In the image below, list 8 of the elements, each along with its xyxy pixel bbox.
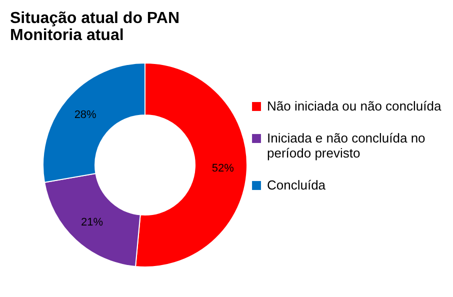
chart-subtitle: Monitoria atual <box>10 27 124 44</box>
data-label: 52% <box>212 162 234 175</box>
legend-label: Concluída <box>267 178 326 192</box>
data-label: 21% <box>81 216 104 228</box>
data-label: 28% <box>74 108 97 121</box>
legend-label: Não iniciada ou não concluída <box>267 98 442 114</box>
legend-label: Iniciada e não concluída no período previsto <box>267 130 426 160</box>
chart-title: Situação atual do PAN <box>10 10 180 27</box>
